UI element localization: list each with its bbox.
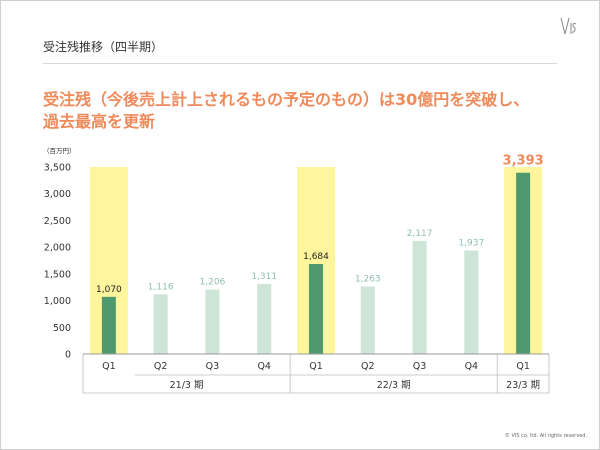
bar-value-label: 3,393	[503, 154, 544, 169]
bar-value-label: 2,117	[407, 229, 433, 239]
header-divider	[43, 63, 557, 64]
headline: 受注残（今後売上計上されるもの予定のもの）は30億円を突破し、 過去最高を更新	[43, 89, 563, 133]
x-tick-label: Q4	[465, 361, 479, 372]
x-tick-label: Q1	[102, 361, 116, 372]
y-tick-label: 1,500	[44, 269, 71, 280]
fiscal-year-label: 23/3 期	[506, 380, 540, 391]
bar	[205, 289, 220, 354]
headline-line-2: 過去最高を更新	[43, 112, 156, 131]
bar	[516, 172, 531, 354]
bar-value-label: 1,206	[200, 278, 226, 288]
vis-logo-icon	[560, 17, 577, 35]
x-tick-label: Q2	[361, 361, 375, 372]
x-tick-label: Q3	[413, 361, 427, 372]
y-tick-label: 2,000	[44, 243, 71, 254]
x-tick-label: Q2	[154, 361, 168, 372]
x-tick-label: Q4	[257, 361, 271, 372]
bar	[257, 283, 272, 354]
page-title: 受注残推移（四半期）	[43, 40, 164, 54]
bar-value-label: 1,311	[251, 272, 277, 282]
copyright: © VIS co. ltd. All rights reserved.	[504, 433, 587, 439]
y-tick-label: 0	[65, 350, 71, 361]
bar-value-label: 1,263	[355, 275, 381, 285]
bar	[412, 240, 427, 354]
bar	[360, 286, 375, 354]
y-tick-label: 1,000	[44, 296, 71, 307]
bar-value-label: 1,937	[458, 239, 484, 249]
y-tick-label: 2,500	[44, 216, 71, 227]
bar-value-label: 1,070	[96, 285, 122, 295]
x-tick-label: Q3	[206, 361, 220, 372]
y-tick-label: 3,000	[44, 189, 71, 200]
bar	[153, 294, 168, 354]
bar	[309, 264, 323, 354]
y-tick-label: 3,500	[44, 163, 71, 174]
y-tick-label: 500	[53, 323, 71, 334]
headline-line-1: 受注残（今後売上計上されるもの予定のもの）は30億円を突破し、	[43, 90, 530, 109]
bar	[464, 250, 479, 354]
x-tick-label: Q1	[516, 361, 530, 372]
fiscal-year-label: 22/3 期	[377, 380, 411, 391]
y-axis-unit-label: （百万円）	[43, 147, 76, 155]
fiscal-year-label: 21/3 期	[170, 380, 204, 391]
bar	[101, 296, 116, 354]
x-tick-label: Q1	[309, 361, 323, 372]
bar-value-label: 1,684	[303, 252, 329, 262]
bar-value-label: 1,116	[148, 282, 174, 292]
